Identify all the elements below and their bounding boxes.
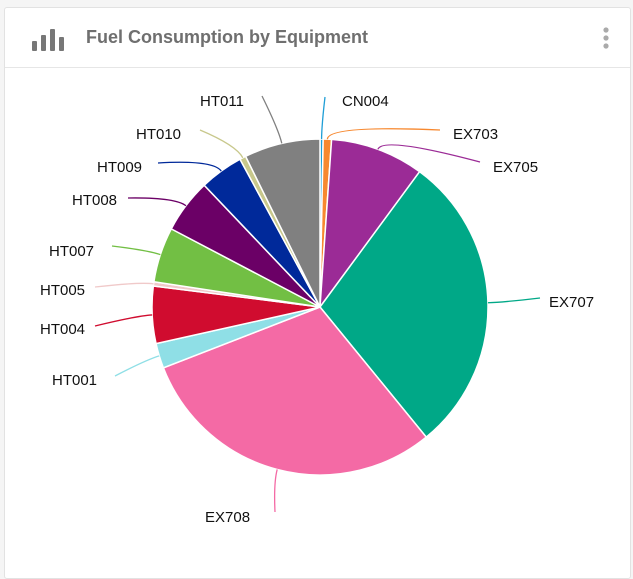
bar-chart-icon [32, 29, 64, 51]
slice-label: EX707 [549, 294, 594, 311]
slice-label: EX705 [493, 159, 538, 176]
card-header: Fuel Consumption by Equipment [5, 8, 630, 68]
leader-line [114, 355, 160, 377]
pie-slice-ex707[interactable] [319, 170, 489, 439]
leader-line [273, 469, 278, 513]
leader-line [127, 197, 187, 207]
slice-label: HT001 [52, 372, 97, 389]
pie-slice-ex705[interactable] [319, 138, 421, 310]
slice-label: HT007 [49, 243, 94, 260]
leader-line [261, 95, 283, 144]
leader-line [320, 96, 326, 140]
leader-line [199, 129, 244, 159]
slice-label: HT009 [97, 159, 142, 176]
leader-line [157, 161, 222, 172]
leader-line [94, 314, 153, 327]
slice-label: EX708 [205, 509, 250, 526]
card-title: Fuel Consumption by Equipment [86, 27, 368, 47]
leader-line [326, 128, 441, 140]
leader-line [377, 144, 481, 163]
slice-label: HT005 [40, 282, 85, 299]
slice-label: EX703 [453, 126, 498, 143]
leader-line [487, 297, 541, 304]
slice-label: HT008 [72, 192, 117, 209]
slice-label: HT010 [136, 126, 181, 143]
slice-label: CN004 [342, 93, 389, 110]
more-vertical-icon[interactable] [602, 26, 610, 50]
slice-label: HT011 [200, 93, 244, 110]
leader-line [94, 282, 154, 288]
leader-line [111, 245, 161, 256]
slice-label: HT004 [40, 321, 85, 338]
